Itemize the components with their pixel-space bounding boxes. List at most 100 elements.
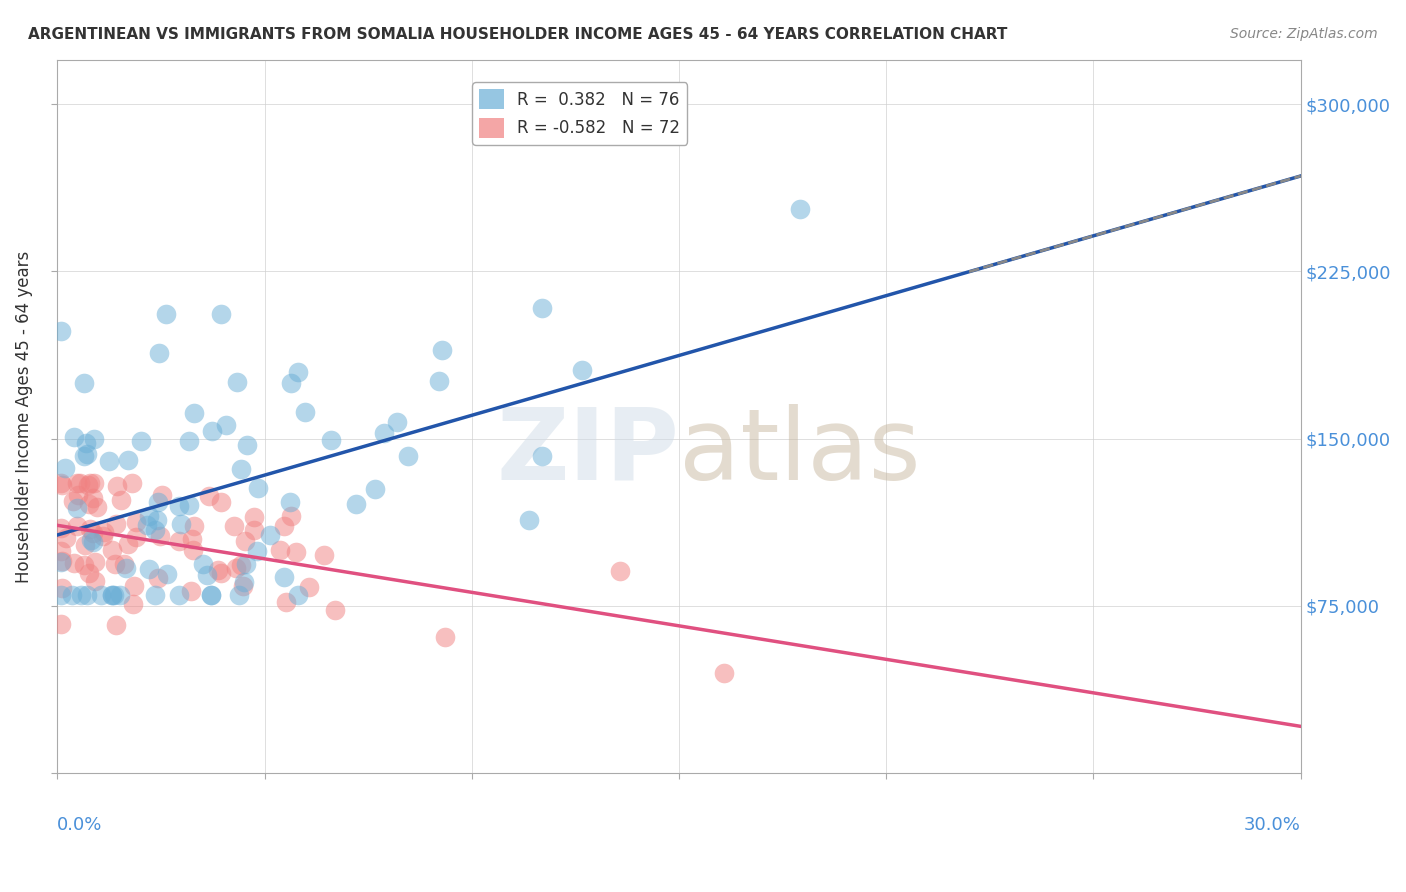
Immigrants from Somalia [209,495,232,509]
Immigrants from Somalia [75,538,97,552]
Immigrants from Somalia [180,533,202,547]
Argentineans [321,433,343,447]
Immigrants from Somalia [183,543,205,558]
Argentineans [287,588,309,602]
Argentineans [789,202,811,216]
Argentineans [246,544,269,558]
Immigrants from Somalia [69,476,91,491]
Immigrants from Somalia [225,561,247,575]
Argentineans [373,425,395,440]
Argentineans [280,376,302,391]
Argentineans [209,307,232,321]
Argentineans [229,461,252,475]
Argentineans [432,343,454,357]
Immigrants from Somalia [269,542,291,557]
Immigrants from Somalia [105,618,128,632]
Text: 30.0%: 30.0% [1244,816,1301,834]
Argentineans [201,424,224,438]
Immigrants from Somalia [66,476,89,491]
Argentineans [108,588,131,602]
Immigrants from Somalia [83,476,105,491]
Immigrants from Somalia [121,476,143,491]
Immigrants from Somalia [62,494,84,508]
Immigrants from Somalia [207,563,229,577]
Immigrants from Somalia [112,557,135,571]
Argentineans [183,406,205,420]
Argentineans [177,498,200,512]
Argentineans [235,558,257,572]
Immigrants from Somalia [73,558,96,573]
Argentineans [396,450,419,464]
Immigrants from Somalia [77,478,100,492]
Immigrants from Somalia [713,665,735,680]
Immigrants from Somalia [117,537,139,551]
Argentineans [60,588,83,602]
Text: ZIP: ZIP [496,403,679,500]
Argentineans [82,535,104,549]
Immigrants from Somalia [79,476,101,491]
Argentineans [97,454,120,468]
Argentineans [177,434,200,448]
Argentineans [200,588,222,602]
Argentineans [117,453,139,467]
Argentineans [156,566,179,581]
Immigrants from Somalia [110,492,132,507]
Argentineans [135,518,157,533]
Argentineans [75,435,97,450]
Immigrants from Somalia [84,574,107,588]
Immigrants from Somalia [209,566,232,581]
Argentineans [79,533,101,548]
Immigrants from Somalia [229,558,252,572]
Argentineans [51,588,73,602]
Argentineans [427,374,450,388]
Text: 0.0%: 0.0% [58,816,103,834]
Immigrants from Somalia [51,478,73,492]
Immigrants from Somalia [243,523,266,537]
Argentineans [73,376,96,390]
Immigrants from Somalia [122,597,145,611]
Argentineans [53,461,76,475]
Immigrants from Somalia [125,515,148,529]
Immigrants from Somalia [51,521,73,535]
Immigrants from Somalia [198,489,221,503]
Argentineans [143,588,166,602]
Immigrants from Somalia [243,510,266,524]
Argentineans [215,418,238,433]
Argentineans [531,449,554,463]
Immigrants from Somalia [222,518,245,533]
Argentineans [200,588,222,602]
Immigrants from Somalia [79,522,101,536]
Argentineans [385,415,408,429]
Text: ARGENTINEAN VS IMMIGRANTS FROM SOMALIA HOUSEHOLDER INCOME AGES 45 - 64 YEARS COR: ARGENTINEAN VS IMMIGRANTS FROM SOMALIA H… [28,27,1008,42]
Argentineans [155,307,177,321]
Argentineans [90,588,112,602]
Argentineans [76,447,98,461]
Argentineans [51,555,73,569]
Immigrants from Somalia [82,525,104,540]
Argentineans [225,376,247,390]
Argentineans [148,346,170,360]
Argentineans [280,495,302,509]
Immigrants from Somalia [51,616,73,631]
Argentineans [73,449,96,463]
Immigrants from Somalia [232,579,254,593]
Immigrants from Somalia [233,534,256,549]
Immigrants from Somalia [314,548,336,562]
Argentineans [62,430,84,444]
Argentineans [101,588,124,602]
Argentineans [195,568,218,582]
Immigrants from Somalia [66,519,89,533]
Argentineans [66,501,89,516]
Immigrants from Somalia [82,491,104,506]
Argentineans [344,497,367,511]
Argentineans [191,557,214,571]
Immigrants from Somalia [51,476,73,491]
Y-axis label: Householder Income Ages 45 - 64 years: Householder Income Ages 45 - 64 years [15,251,32,582]
Immigrants from Somalia [323,603,346,617]
Argentineans [167,499,190,513]
Immigrants from Somalia [180,583,202,598]
Argentineans [170,517,193,532]
Immigrants from Somalia [105,479,128,493]
Argentineans [364,483,387,497]
Argentineans [103,588,125,602]
